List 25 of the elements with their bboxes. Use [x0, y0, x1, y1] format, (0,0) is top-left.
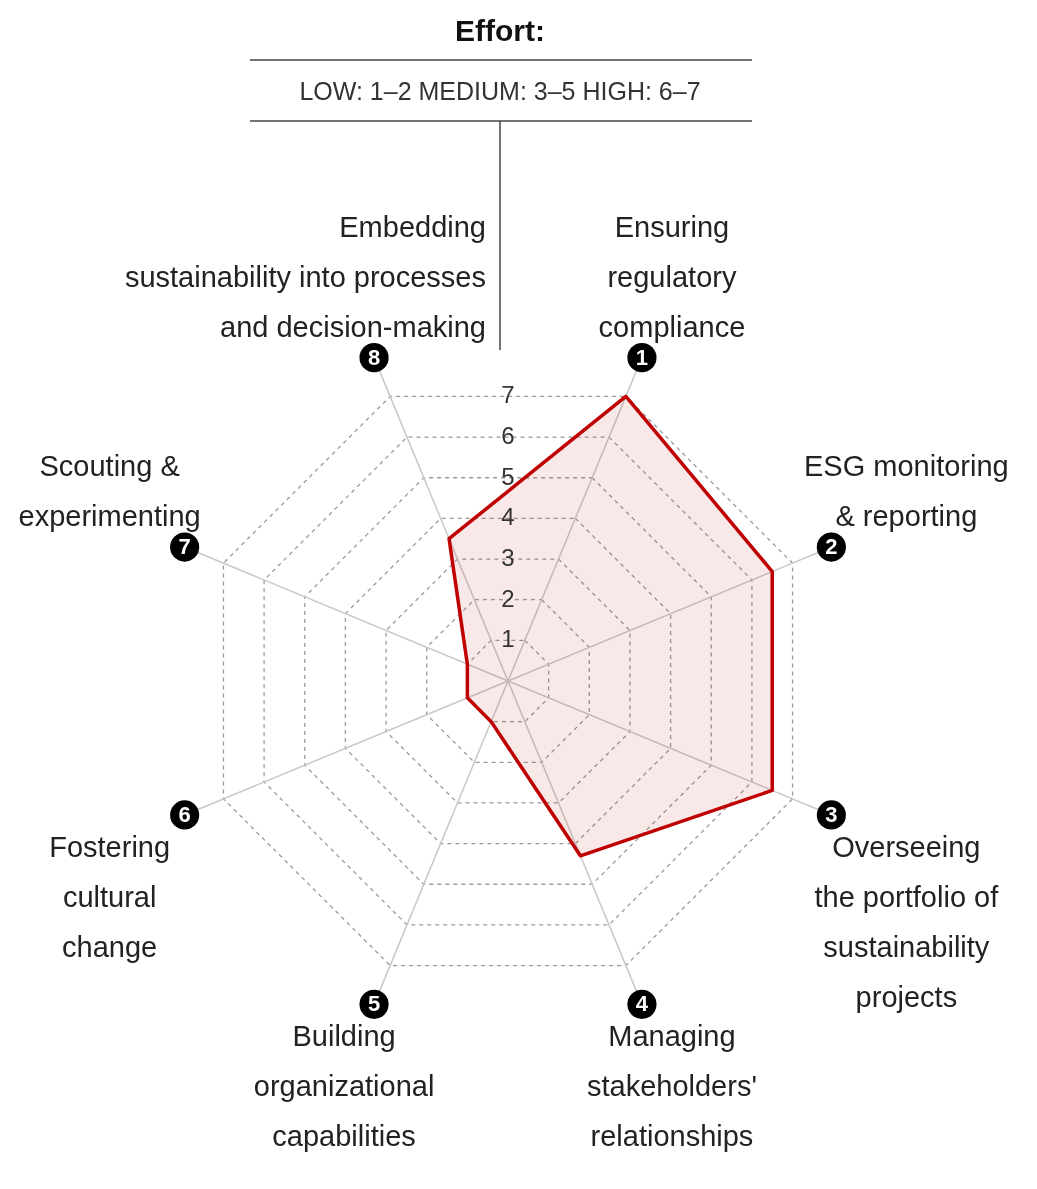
- text: 7: [178, 534, 191, 560]
- text: 4: [635, 991, 649, 1017]
- spoke-label: Ensuring regulatory compliance: [598, 210, 746, 343]
- y-tick-label: 1: [501, 625, 515, 653]
- y-tick-label: 5: [501, 462, 515, 490]
- y-tick-label: 2: [501, 584, 515, 612]
- y-tick-label: 7: [501, 381, 515, 409]
- text: 1: [635, 344, 649, 370]
- chart-subtitle: LOW: 1–2 MEDIUM: 3–5 HIGH: 6–7: [299, 77, 701, 105]
- spoke-label: ESG monitoring & reporting: [804, 450, 1009, 533]
- spoke-label: Overseeing the portfolio of sustainability projects: [814, 830, 1000, 1013]
- text: 3: [825, 801, 838, 827]
- text: 2: [825, 534, 838, 560]
- y-tick-label: 3: [501, 544, 515, 572]
- spoke-label: Embedding sustainability into processes and decision-making: [124, 210, 486, 343]
- spoke-label: Scouting & experimenting: [18, 450, 201, 533]
- y-tick-label: 6: [501, 422, 515, 450]
- y-tick-label: 4: [501, 503, 515, 531]
- spoke-label: Fostering cultural change: [49, 830, 171, 963]
- chart-title: Effort:: [455, 14, 545, 47]
- text: 6: [178, 801, 191, 827]
- text: 8: [367, 344, 381, 370]
- spoke-label: Managing stakeholders' relationships: [586, 1020, 757, 1153]
- text: 5: [367, 991, 381, 1017]
- spoke-label: Building organizational capabilities: [253, 1020, 435, 1153]
